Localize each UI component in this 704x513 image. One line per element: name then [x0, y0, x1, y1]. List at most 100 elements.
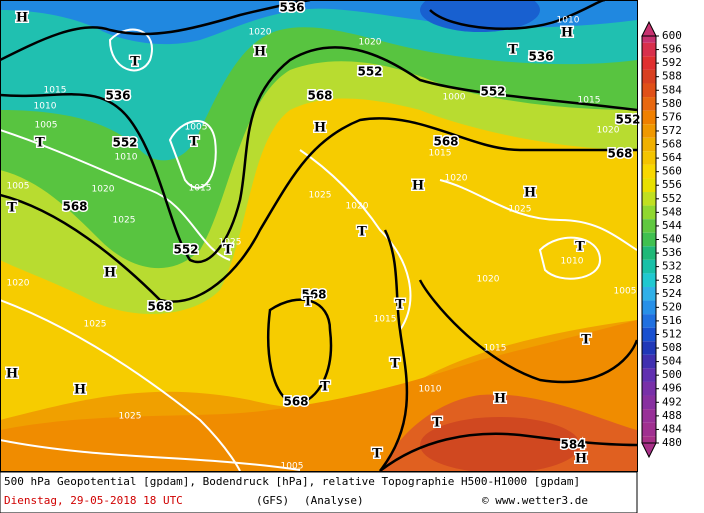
colorbar-cell [642, 354, 656, 369]
colorbar-cell [642, 36, 656, 43]
colorbar-cell [642, 422, 656, 437]
pressure-center: T [390, 357, 400, 372]
colorbar-label: 556 [662, 178, 682, 191]
colorbar-label: 516 [662, 314, 682, 327]
colorbar-cell [642, 110, 656, 125]
isobar-label: 1005 [35, 121, 58, 131]
height-label: 536 [105, 89, 130, 103]
colorbar-cell [642, 69, 656, 84]
pressure-center: H [74, 383, 86, 398]
colorbar-label: 548 [662, 205, 682, 218]
isobar-label: 1010 [561, 257, 584, 267]
colorbar-cell [642, 368, 656, 382]
colorbar: 6005965925885845805765725685645605565525… [641, 20, 682, 459]
isobar-label: 1015 [484, 344, 507, 354]
colorbar-cell [642, 192, 656, 206]
colorbar-label: 528 [662, 273, 682, 286]
colorbar-cell [642, 395, 656, 410]
colorbar-label: 524 [662, 287, 682, 300]
footer-model: (GFS) [256, 494, 289, 507]
pressure-center: T [508, 43, 518, 58]
colorbar-label: 584 [662, 83, 682, 96]
colorbar-cell [642, 436, 656, 443]
colorbar-cap [641, 442, 657, 459]
isobar-label: 1015 [374, 315, 397, 325]
height-label: 552 [357, 65, 382, 79]
height-label: 568 [147, 300, 172, 314]
colorbar-label: 580 [662, 97, 682, 110]
colorbar-cell [642, 97, 656, 111]
colorbar-cell [642, 246, 656, 260]
zone [420, 0, 540, 32]
isobar-label: 1005 [614, 287, 637, 297]
isobar-label: 1005 [7, 182, 30, 192]
colorbar-cell [642, 151, 656, 165]
isobar-label: 1015 [189, 184, 212, 194]
colorbar-label: 576 [662, 110, 682, 123]
pressure-center: T [130, 55, 140, 70]
colorbar-frame [641, 35, 657, 444]
colorbar-label: 552 [662, 192, 682, 205]
pressure-center: T [357, 225, 367, 240]
colorbar-cell [642, 327, 656, 342]
isobar-label: 1015 [44, 86, 67, 96]
pressure-center: T [320, 380, 330, 395]
isobar-label: 1020 [445, 174, 468, 184]
height-label: 552 [615, 113, 640, 127]
pressure-center: H [412, 179, 424, 194]
height-label: 568 [301, 288, 326, 302]
isobar-label: 1015 [578, 96, 601, 106]
colorbar-label: 600 [662, 29, 682, 42]
footer-box [0, 471, 638, 513]
colorbar-label: 540 [662, 233, 682, 246]
map: 536 H 536 552 568 552 568 568 552 552 536 552 568 568… [0, 0, 642, 473]
pressure-center: T [432, 416, 442, 431]
colorbar-cell [642, 178, 656, 193]
isobar-label: 1020 [597, 126, 620, 136]
pressure-center: H [314, 121, 326, 136]
height-label: 552 [173, 243, 198, 257]
colorbar-label: 544 [662, 219, 682, 232]
colorbar-label: 536 [662, 246, 682, 259]
colorbar-cell [642, 83, 656, 98]
height-label: 568 [62, 200, 87, 214]
height-label: 568 [433, 135, 458, 149]
colorbar-label: 572 [662, 124, 682, 137]
isobar-label: 1000 [443, 93, 466, 103]
pressure-center: H [524, 186, 536, 201]
colorbar-cell [642, 164, 656, 179]
colorbar-cell [642, 286, 656, 301]
pressure-center: T [303, 295, 313, 310]
height-label: 552 [480, 85, 505, 99]
pressure-center: T [189, 135, 199, 150]
pressure-center: H [561, 26, 573, 41]
pressure-center: H [16, 11, 28, 26]
isobar-label: 1005 [281, 462, 304, 472]
colorbar-label: 564 [662, 151, 682, 164]
pressure-center: T [372, 447, 382, 462]
height-contours [0, 0, 639, 472]
colorbar-cell [642, 205, 656, 220]
isobar-label: 1025 [509, 205, 532, 215]
pressure-center: H [254, 45, 266, 60]
colorbar-cell [642, 124, 656, 138]
footer-date: Dienstag, 29-05-2018 18 UTC [4, 494, 183, 507]
map-labels: 536 H 536 552 568 552 568 568 552 552 536 552 568 568… [4, 0, 642, 472]
colorbar-label: 480 [662, 436, 682, 449]
isobar-label: 1020 [249, 28, 272, 38]
pressure-center: T [35, 136, 45, 151]
pressure-center: H [494, 392, 506, 407]
colorbar-label: 568 [662, 138, 682, 151]
isobars [0, 28, 638, 472]
colorbar-cell [642, 381, 656, 396]
colorbar-cell [642, 56, 656, 70]
footer-title: 500 hPa Geopotential [gpdam], Bodendruck… [4, 475, 580, 488]
isobar-label: 1025 [309, 191, 332, 201]
colorbar-label: 504 [662, 355, 682, 368]
pressure-center: T [395, 298, 405, 313]
colorbar-label: 484 [662, 422, 682, 435]
zone [420, 417, 580, 473]
height-label: 568 [283, 395, 308, 409]
isobar-label: 1025 [219, 238, 242, 248]
colorbar-cell [642, 232, 656, 247]
